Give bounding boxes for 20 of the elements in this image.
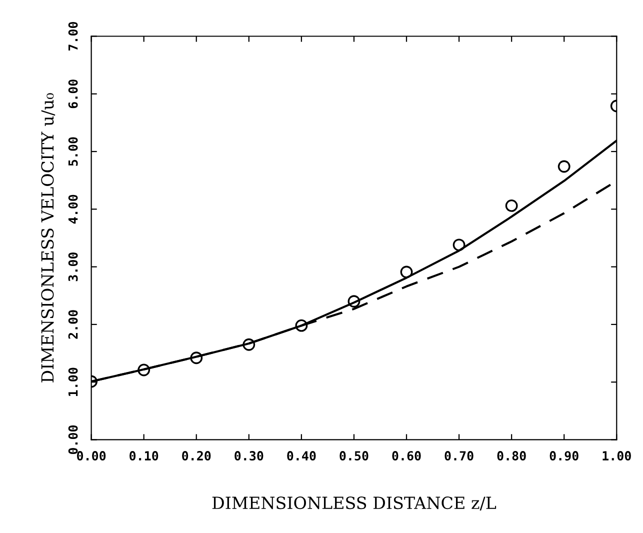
x-tick-label: 0.40	[287, 451, 316, 461]
y-tick-label: 3.00	[68, 252, 78, 282]
y-axis-title: DIMENSIONLESS VELOCITY u/u₀	[41, 93, 56, 382]
x-tick-label: 0.00	[77, 451, 106, 461]
x-axis-title: DIMENSIONLESS DISTANCE z/L	[212, 496, 496, 510]
x-tick-label: 0.70	[444, 451, 474, 461]
x-tick-label: 0.60	[392, 451, 421, 461]
x-tick-label: 1.00	[602, 451, 631, 461]
x-tick-label: 0.20	[182, 451, 211, 461]
x-tick-label: 0.30	[234, 451, 264, 461]
y-tick-label: 5.00	[68, 137, 78, 166]
x-tick-label: 0.50	[340, 451, 368, 461]
x-tick-label: 0.10	[130, 451, 158, 461]
y-tick-label: 7.00	[68, 22, 78, 50]
x-tick-label: 0.80	[497, 451, 526, 461]
y-tick-label: 2.00	[68, 310, 78, 339]
y-tick-label: 4.00	[68, 194, 78, 224]
y-tick-label: 1.00	[68, 368, 78, 396]
x-tick-label: 0.90	[550, 451, 578, 461]
y-tick-label: 6.00	[68, 80, 78, 108]
